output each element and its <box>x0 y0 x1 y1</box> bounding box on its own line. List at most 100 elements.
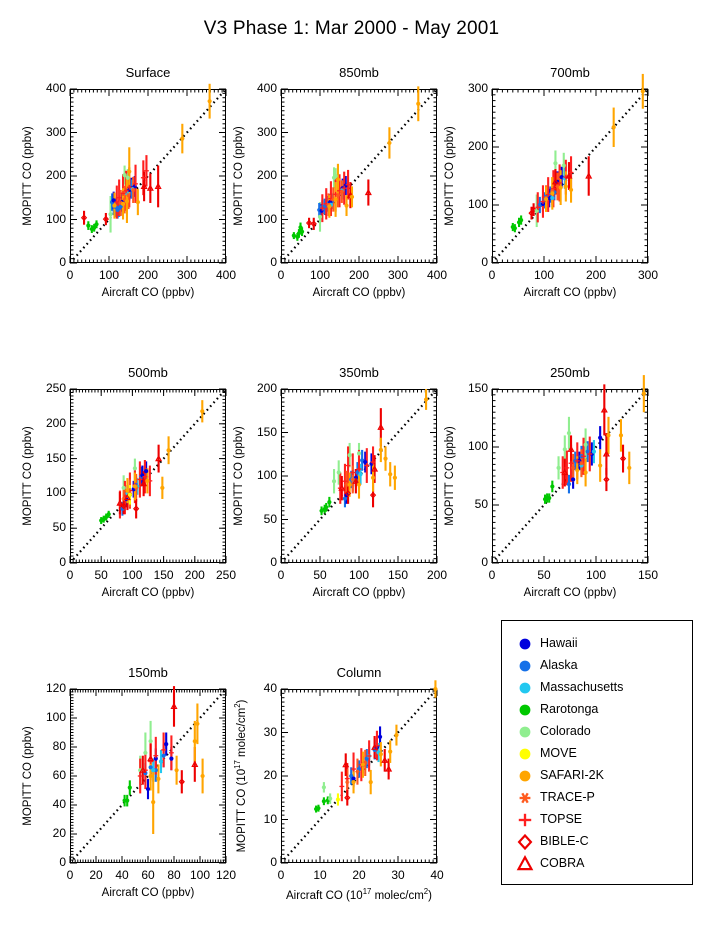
xtick-label: 0 <box>66 568 74 582</box>
legend-label: MOVE <box>540 746 577 760</box>
legend-label: TRACE-P <box>540 790 595 804</box>
ytick-label: 120 <box>45 681 66 695</box>
y-axis-label-700mb: MOPITT CO (ppbv) <box>444 126 456 226</box>
panel-title-700mb: 700mb <box>550 65 590 80</box>
ytick-label: 40 <box>263 681 277 695</box>
xtick-label: 0 <box>488 568 496 582</box>
y-axis-label-column: MOPITT CO (1017 molec/cm2) <box>233 699 248 853</box>
ytick-label: 200 <box>45 168 66 182</box>
ytick-label: 40 <box>52 797 66 811</box>
xtick-label: 250 <box>215 568 237 582</box>
ytick-label: 150 <box>256 424 277 439</box>
xtick-label: 100 <box>189 868 211 882</box>
legend-box: Hawaii Alaska Massachusetts Rarotonga Colora… <box>501 620 693 885</box>
xtick-label: 100 <box>309 268 331 282</box>
panel-850mb: 850mb 0 100 200 300 400 0 100 200 300 400 Aircraft … <box>219 65 453 309</box>
xtick-label: 60 <box>141 868 155 882</box>
figure-title: V3 Phase 1: Mar 2000 - May 2001 <box>203 18 500 39</box>
panel-title-surface: Surface <box>125 65 171 80</box>
xtick-label: 0 <box>277 568 285 582</box>
xtick-label: 100 <box>585 568 607 582</box>
xtick-label: 150 <box>153 568 174 582</box>
ytick-label: 400 <box>45 81 66 95</box>
legend-label: TOPSE <box>540 812 583 826</box>
ytick-label: 100 <box>45 211 66 226</box>
xtick-label: 0 <box>488 268 496 282</box>
legend-label: Hawaii <box>540 636 578 650</box>
legend-item-bible-c: BIBLE-C <box>502 833 692 851</box>
legend-item-safari-2k: SAFARI-2K <box>502 767 692 785</box>
ytick-label: 50 <box>474 497 488 511</box>
ytick-label: 100 <box>256 211 277 226</box>
legend-label: Rarotonga <box>540 702 599 716</box>
ytick-label: 80 <box>52 739 66 753</box>
ytick-label: 0 <box>270 855 277 869</box>
y-axis-label-150mb: MOPITT CO (ppbv) <box>22 726 34 826</box>
xtick-label: 0 <box>66 268 74 282</box>
ytick-label: 30 <box>263 724 277 739</box>
xtick-label: 20 <box>352 868 366 882</box>
xtick-label: 0 <box>277 868 285 882</box>
x-axis-label-700mb: Aircraft CO (ppbv) <box>523 287 617 299</box>
x-axis-label-column: Aircraft CO (1017 molec/cm2) <box>286 887 432 902</box>
legend-label: Colorado <box>540 724 591 738</box>
ytick-label: 100 <box>467 197 488 211</box>
panel-surface: Surface 0 100 200 300 400 0 100 200 300 400 Aircraf… <box>8 65 242 309</box>
ytick-label: 400 <box>256 81 277 95</box>
xtick-label: 100 <box>348 568 370 582</box>
xtick-label: 400 <box>426 268 448 282</box>
ytick-label: 20 <box>52 826 66 840</box>
legend-label: Alaska <box>540 658 578 672</box>
y-axis-label-350mb: MOPITT CO (ppbv) <box>233 426 245 526</box>
xtick-label: 40 <box>430 868 444 882</box>
panel-250mb: 250mb 0 50 100 150 0 50 100 150 Aircraft CO (ppbv… <box>430 365 664 609</box>
plot-area-column <box>280 680 438 864</box>
ytick-label: 100 <box>467 439 488 453</box>
legend-marker-asterisk-icon <box>516 789 534 807</box>
legend-item-alaska: Alaska <box>502 657 692 675</box>
legend-item-massachusetts: Massachusetts <box>502 679 692 697</box>
ytick-label: 200 <box>45 415 66 430</box>
xtick-label: 10 <box>313 868 327 882</box>
legend-item-hawaii: Hawaii <box>502 635 692 653</box>
xtick-label: 50 <box>94 568 108 582</box>
panel-title-250mb: 250mb <box>550 365 590 380</box>
ytick-label: 100 <box>45 485 66 500</box>
ytick-label: 300 <box>467 81 488 95</box>
x-axis-label-350mb: Aircraft CO (ppbv) <box>312 587 406 599</box>
xtick-label: 0 <box>277 268 285 282</box>
plot-area-250mb <box>491 375 649 564</box>
xtick-label: 0 <box>66 868 74 882</box>
ytick-label: 150 <box>45 450 66 465</box>
plot-area-500mb <box>69 388 227 564</box>
xtick-label: 200 <box>184 568 205 582</box>
xtick-label: 80 <box>167 868 181 882</box>
legend-item-cobra: COBRA <box>502 854 692 873</box>
xtick-label: 200 <box>585 268 607 282</box>
xtick-label: 300 <box>387 268 409 282</box>
panel-column: Column 0 10 20 30 40 0 10 20 30 40 Aircraft CO (101… <box>219 665 453 909</box>
xtick-label: 40 <box>115 868 129 882</box>
xtick-label: 30 <box>391 868 405 882</box>
legend-marker-diamond-icon <box>516 833 534 851</box>
ytick-label: 200 <box>256 381 277 395</box>
y-axis-label-500mb: MOPITT CO (ppbv) <box>22 426 34 526</box>
ytick-label: 60 <box>52 768 66 782</box>
y-axis-label-surface: MOPITT CO (ppbv) <box>22 126 34 226</box>
panel-350mb: 350mb 0 50 100 150 200 0 50 100 150 200 Aircraft CO… <box>219 365 453 609</box>
panel-title-150mb: 150mb <box>128 665 168 680</box>
xtick-label: 200 <box>426 568 448 582</box>
ytick-label: 100 <box>45 710 66 724</box>
xtick-label: 200 <box>348 268 370 282</box>
panel-700mb: 700mb 0 100 200 300 0 100 200 300 Aircraft CO (pp… <box>430 65 664 309</box>
xtick-label: 100 <box>122 568 143 582</box>
panel-title-350mb: 350mb <box>339 365 379 380</box>
panel-500mb: 500mb 0 50 100 150 200 250 0 50 100 150 200 250 Aircr… <box>8 365 242 609</box>
xtick-label: 100 <box>533 268 555 282</box>
legend-item-move: MOVE <box>502 745 692 763</box>
ytick-label: 0 <box>59 555 66 569</box>
xtick-label: 100 <box>98 268 120 282</box>
legend-item-rarotonga: Rarotonga <box>502 701 692 719</box>
ytick-label: 200 <box>467 139 488 153</box>
